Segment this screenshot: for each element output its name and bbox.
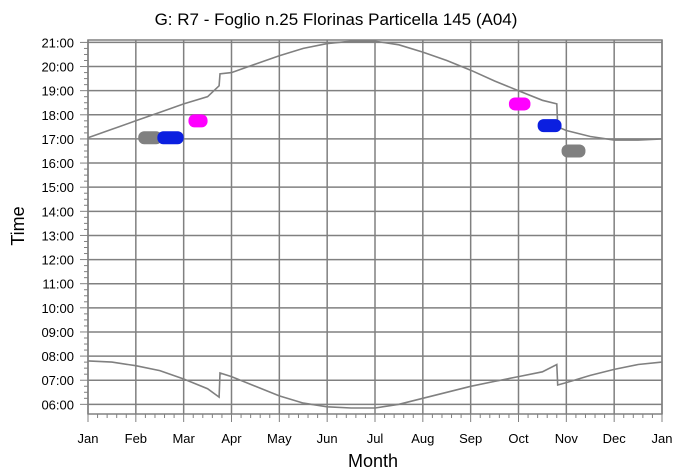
x-tick-label: Feb xyxy=(125,431,147,446)
x-tick-label: May xyxy=(267,431,292,446)
x-ticks: Jan Feb Mar Apr May Jun Jul Aug Sep Oct Nov Dec Jan xyxy=(78,414,673,446)
x-tick-label: Nov xyxy=(555,431,579,446)
y-tick-label: 07:00 xyxy=(41,373,74,388)
x-tick-label: Dec xyxy=(603,431,627,446)
x-tick-label: Mar xyxy=(172,431,195,446)
y-tick-label: 09:00 xyxy=(41,325,74,340)
sunrise-line xyxy=(87,360,663,409)
y-tick-label: 08:00 xyxy=(41,349,74,364)
y-tick-label: 19:00 xyxy=(41,84,74,99)
blob-mark xyxy=(508,97,531,111)
y-tick-label: 21:00 xyxy=(41,35,74,50)
y-tick-label: 17:00 xyxy=(41,132,74,147)
blob-mark xyxy=(157,131,184,145)
y-tick-label: 20:00 xyxy=(41,60,74,75)
plot-frame xyxy=(87,39,663,415)
blob-mark xyxy=(537,119,562,133)
x-axis-label: Month xyxy=(348,451,398,471)
x-tick-label: Jan xyxy=(78,431,99,446)
blob-mark xyxy=(188,114,208,128)
blob-mark xyxy=(138,131,163,145)
blob-mark xyxy=(561,144,586,158)
y-tick-label: 06:00 xyxy=(41,397,74,412)
y-tick-label: 18:00 xyxy=(41,108,74,123)
x-tick-label: Jan xyxy=(652,431,673,446)
y-tick-label: 14:00 xyxy=(41,204,74,219)
y-tick-label: 13:00 xyxy=(41,228,74,243)
data-blobs xyxy=(138,97,586,158)
x-tick-label: Oct xyxy=(508,431,529,446)
x-tick-label: Jul xyxy=(367,431,384,446)
y-ticks: 06:00 07:00 08:00 09:00 10:00 11:00 12:00 13:00… xyxy=(41,35,88,412)
y-tick-label: 15:00 xyxy=(41,180,74,195)
chart-title: G: R7 - Foglio n.25 Florinas Particella … xyxy=(155,10,518,29)
grid xyxy=(87,40,663,414)
x-tick-label: Jun xyxy=(317,431,338,446)
x-tick-label: Sep xyxy=(459,431,482,446)
x-tick-label: Aug xyxy=(411,431,434,446)
y-tick-label: 11:00 xyxy=(42,277,74,292)
y-tick-label: 12:00 xyxy=(41,253,74,268)
y-tick-label: 16:00 xyxy=(41,156,74,171)
y-tick-label: 10:00 xyxy=(41,301,74,316)
y-axis-label: Time xyxy=(8,206,28,245)
x-tick-label: Apr xyxy=(221,431,242,446)
